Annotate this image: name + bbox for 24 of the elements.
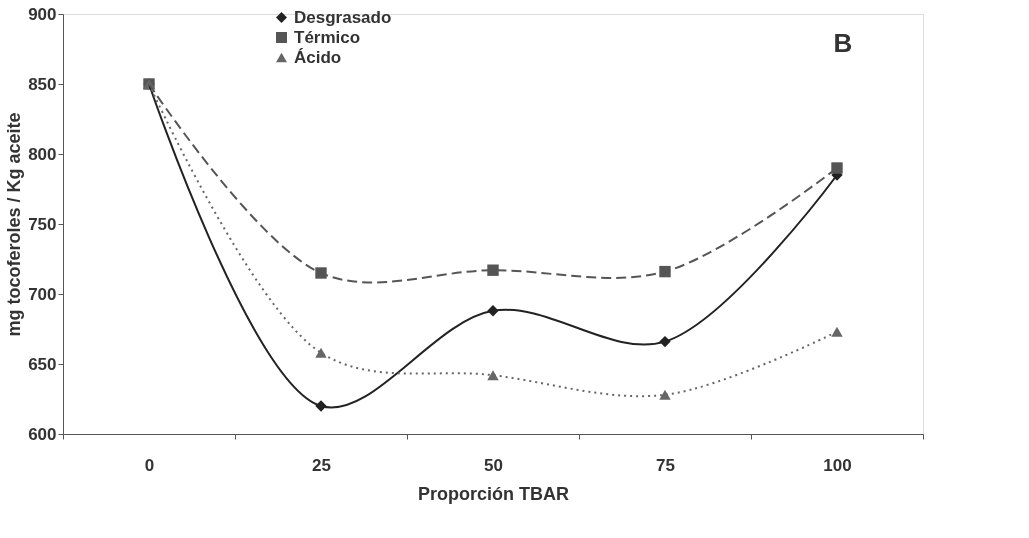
point: [659, 389, 671, 400]
x-tick-label: 100: [823, 455, 852, 475]
annotation: B: [833, 28, 853, 58]
y-tick-label: 850: [28, 74, 57, 94]
x-tick-label: 0: [144, 455, 155, 475]
point: [315, 267, 327, 279]
x-tick-label: 75: [656, 455, 675, 475]
y-tick-label: 800: [28, 144, 57, 164]
point: [315, 347, 327, 358]
point: [831, 326, 843, 337]
x-tick-label: 50: [484, 455, 503, 475]
legend-label: Térmico: [294, 27, 361, 47]
y-tick-label: 600: [28, 424, 57, 444]
legend-label: Desgrasado: [294, 7, 392, 27]
x-axis-title: Proporción TBAR: [418, 483, 569, 504]
y-tick-label: 700: [28, 284, 57, 304]
x-tick-label: 25: [312, 455, 331, 475]
y-axis-title: mg tocoferoles / Kg aceite: [4, 112, 25, 337]
point: [831, 162, 843, 174]
point: [487, 264, 499, 276]
y-tick-label: 900: [28, 4, 57, 24]
y-tick-label: 750: [28, 214, 57, 234]
y-tick-label: 650: [28, 354, 57, 374]
legend-label: Ácido: [294, 47, 342, 67]
